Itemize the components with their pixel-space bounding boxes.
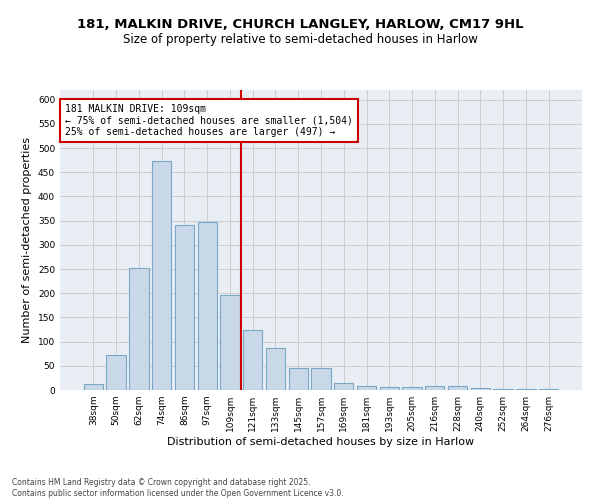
Bar bbox=[425, 386, 445, 390]
Bar bbox=[403, 386, 422, 390]
Bar bbox=[106, 354, 126, 390]
Y-axis label: Number of semi-detached properties: Number of semi-detached properties bbox=[22, 137, 32, 343]
Bar bbox=[380, 386, 399, 390]
Bar bbox=[357, 386, 376, 390]
Bar bbox=[220, 294, 239, 390]
Bar bbox=[152, 161, 172, 390]
Text: 181, MALKIN DRIVE, CHURCH LANGLEY, HARLOW, CM17 9HL: 181, MALKIN DRIVE, CHURCH LANGLEY, HARLO… bbox=[77, 18, 523, 30]
Bar bbox=[175, 226, 194, 390]
Bar bbox=[448, 386, 467, 390]
Bar bbox=[539, 389, 558, 390]
Bar bbox=[470, 388, 490, 390]
Bar bbox=[197, 222, 217, 390]
Bar bbox=[289, 368, 308, 390]
Bar bbox=[311, 368, 331, 390]
Bar bbox=[243, 330, 262, 390]
Bar bbox=[266, 348, 285, 390]
Bar bbox=[334, 383, 353, 390]
Bar bbox=[493, 389, 513, 390]
Bar bbox=[129, 268, 149, 390]
Text: Size of property relative to semi-detached houses in Harlow: Size of property relative to semi-detach… bbox=[122, 32, 478, 46]
Text: Contains HM Land Registry data © Crown copyright and database right 2025.
Contai: Contains HM Land Registry data © Crown c… bbox=[12, 478, 344, 498]
Text: 181 MALKIN DRIVE: 109sqm
← 75% of semi-detached houses are smaller (1,504)
25% o: 181 MALKIN DRIVE: 109sqm ← 75% of semi-d… bbox=[65, 104, 353, 136]
Bar bbox=[84, 384, 103, 390]
Bar bbox=[516, 389, 536, 390]
X-axis label: Distribution of semi-detached houses by size in Harlow: Distribution of semi-detached houses by … bbox=[167, 437, 475, 447]
